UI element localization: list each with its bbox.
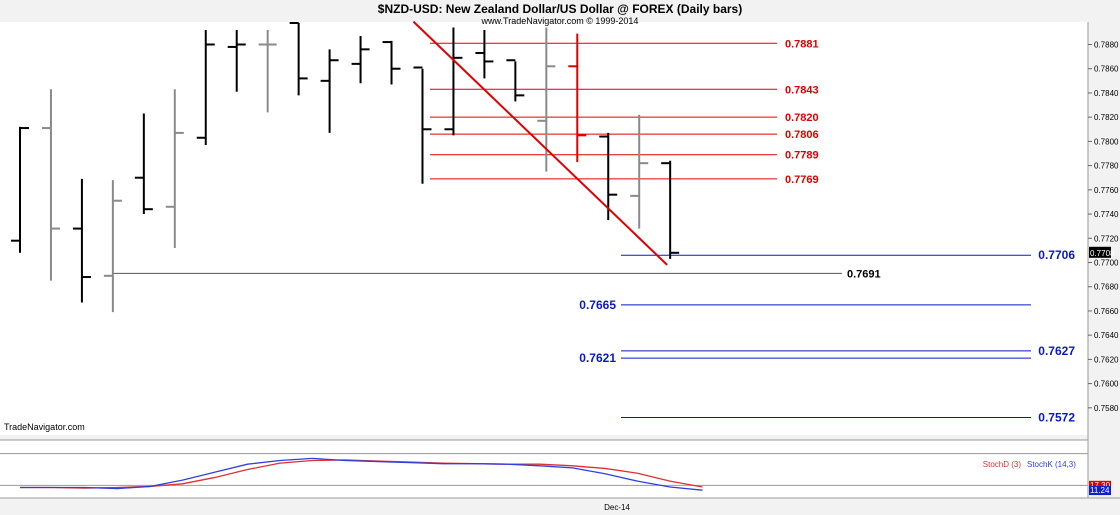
x-axis-date-label: Dec-14 bbox=[604, 503, 630, 512]
stochk-value-badge bbox=[1089, 486, 1111, 496]
resistance-label: 0.7820 bbox=[785, 112, 819, 124]
last-price-label: 0.7708 bbox=[1090, 249, 1115, 258]
price-panel bbox=[0, 22, 1088, 435]
last-price-badge bbox=[1089, 246, 1111, 258]
resistance-label: 0.7769 bbox=[785, 174, 819, 186]
resistance-label: 0.7789 bbox=[785, 150, 819, 162]
watermark-text: TradeNavigator.com bbox=[4, 422, 85, 432]
stochd-legend: StochD (3) bbox=[983, 460, 1022, 469]
price-axis-tick-label: 0.7640 bbox=[1094, 331, 1119, 340]
price-axis-tick-label: 0.7720 bbox=[1094, 234, 1119, 243]
price-axis-tick-label: 0.7600 bbox=[1094, 380, 1119, 389]
stochastic-series-line bbox=[20, 457, 703, 491]
stochk-legend: StochK (14,3) bbox=[1027, 460, 1076, 469]
price-axis-tick-label: 0.7740 bbox=[1094, 210, 1119, 219]
support-label: 0.7706 bbox=[1038, 248, 1075, 262]
resistance-label: 0.7881 bbox=[785, 38, 819, 50]
stochd-value-label: 17.30 bbox=[1090, 481, 1111, 490]
price-axis-tick-label: 0.7680 bbox=[1094, 283, 1119, 292]
support-label: 0.7627 bbox=[1038, 344, 1075, 358]
price-axis-tick-label: 0.7780 bbox=[1094, 162, 1119, 171]
price-axis-tick-label: 0.7820 bbox=[1094, 113, 1119, 122]
price-axis-tick-label: 0.7860 bbox=[1094, 65, 1119, 74]
reference-label: 0.7691 bbox=[847, 268, 881, 280]
price-axis-tick-label: 0.7760 bbox=[1094, 186, 1119, 195]
resistance-label: 0.7843 bbox=[785, 84, 819, 96]
stochd-value-badge bbox=[1089, 480, 1111, 490]
support-label: 0.7665 bbox=[579, 298, 616, 312]
price-axis-tick-label: 0.7580 bbox=[1094, 404, 1119, 413]
price-axis-tick-label: 0.7880 bbox=[1094, 41, 1119, 50]
support-label: 0.7621 bbox=[579, 351, 616, 365]
downtrend-line bbox=[412, 20, 668, 266]
copyright-text: www.TradeNavigator.com © 1999-2014 bbox=[481, 16, 639, 26]
price-axis-tick-label: 0.7800 bbox=[1094, 137, 1119, 146]
stochastic-panel bbox=[0, 440, 1088, 498]
chart-title: $NZD-USD: New Zealand Dollar/US Dollar @… bbox=[378, 2, 742, 16]
price-axis-tick-label: 0.7620 bbox=[1094, 355, 1119, 364]
stochk-value-label: 11.24 bbox=[1090, 486, 1110, 495]
price-axis-tick-label: 0.7840 bbox=[1094, 89, 1119, 98]
price-axis-tick-label: 0.7660 bbox=[1094, 307, 1119, 316]
resistance-label: 0.7806 bbox=[785, 129, 819, 141]
price-axis-tick-label: 0.7700 bbox=[1094, 258, 1119, 267]
support-label: 0.7572 bbox=[1038, 411, 1075, 425]
